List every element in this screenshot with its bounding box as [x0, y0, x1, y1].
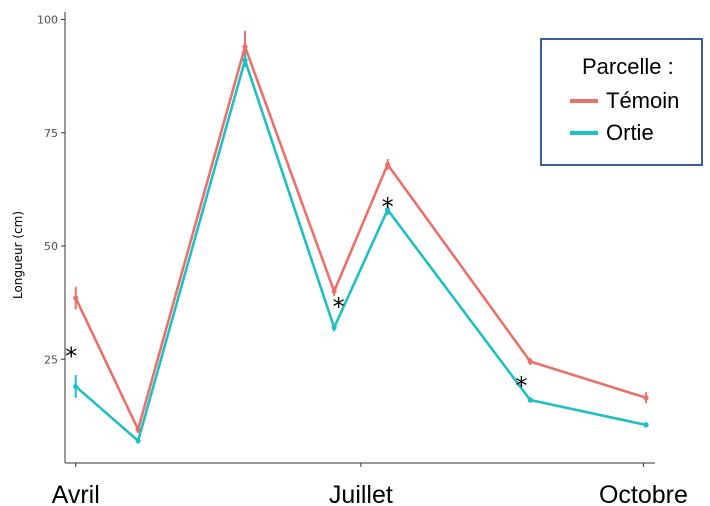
data-point	[643, 422, 649, 428]
significance-star: *	[65, 343, 77, 371]
data-point	[385, 207, 391, 213]
data-point	[331, 288, 337, 294]
month-labels: Avril Juillet Octobre	[52, 463, 688, 506]
y-axis-label: Longueur (cm)	[11, 211, 25, 299]
legend-title: Parcelle :	[582, 54, 674, 79]
legend-label-temoin: Témoin	[606, 88, 680, 113]
legend-label-ortie: Ortie	[606, 120, 654, 145]
significance-star: *	[382, 193, 394, 221]
series-temoin	[73, 30, 649, 434]
legend: Parcelle : Témoin Ortie	[540, 38, 703, 166]
series-ortie	[73, 53, 649, 444]
data-point	[73, 383, 79, 390]
y-tick-label: 100	[37, 14, 58, 27]
legend-item-ortie: Ortie	[570, 118, 654, 148]
month-label: Avril	[52, 481, 100, 506]
month-label: Octobre	[599, 481, 688, 506]
data-point	[643, 395, 649, 401]
tick-labels: 25 50 75 100	[37, 14, 65, 366]
data-point	[242, 44, 248, 50]
significance-star: *	[333, 293, 345, 321]
legend-item-temoin: Témoin	[570, 86, 679, 116]
legend-swatch-temoin	[570, 99, 598, 103]
chart-axes	[64, 12, 655, 464]
month-label: Juillet	[329, 481, 393, 506]
data-point	[385, 161, 391, 168]
significance-annotations: * * * *	[65, 193, 527, 400]
data-point	[73, 295, 79, 301]
y-tick-label: 25	[44, 353, 58, 366]
data-point	[527, 358, 533, 365]
data-point	[135, 438, 141, 444]
y-tick-label: 50	[44, 240, 58, 253]
legend-swatch-ortie	[570, 131, 598, 135]
significance-star: *	[515, 372, 527, 400]
data-point	[527, 397, 533, 403]
data-point	[135, 426, 141, 433]
data-point	[242, 57, 248, 63]
data-point	[331, 324, 337, 331]
y-tick-label: 75	[44, 127, 58, 140]
chart-series	[73, 30, 649, 444]
